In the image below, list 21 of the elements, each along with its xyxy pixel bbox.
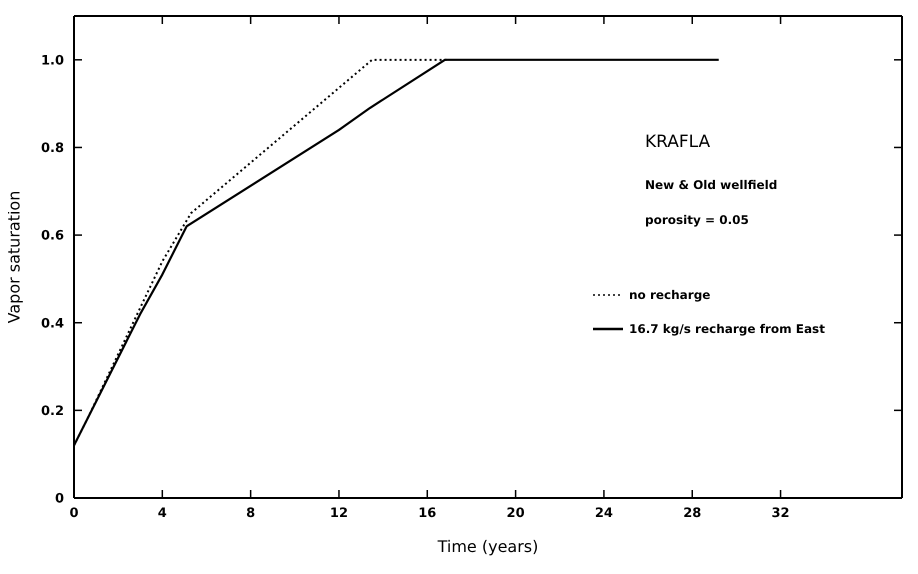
annotation: KRAFLA — [645, 132, 710, 152]
y-tick-label: 0.4 — [40, 316, 64, 332]
x-tick-label: 12 — [330, 506, 348, 522]
annotation: New & Old wellfield — [645, 178, 778, 192]
legend-label: no recharge — [629, 288, 710, 302]
y-tick-label: 0 — [54, 492, 64, 507]
y-tick-label: 0.8 — [40, 141, 64, 156]
y-tick-label: 0.2 — [40, 404, 64, 419]
x-tick-label: 8 — [246, 506, 256, 522]
legend-label: 16.7 kg/s recharge from East — [629, 322, 825, 336]
y-tick-label: 1.0 — [40, 53, 64, 68]
x-tick-label: 24 — [594, 506, 613, 522]
annotation: porosity = 0.05 — [645, 213, 749, 227]
x-tick-label: 28 — [683, 506, 702, 522]
x-tick-label: 4 — [158, 506, 167, 522]
x-tick-label: 0 — [69, 506, 79, 522]
x-axis-title: Time (years) — [436, 537, 538, 556]
x-tick-label: 20 — [506, 506, 525, 522]
x-tick-label: 32 — [772, 506, 790, 522]
x-tick-label: 16 — [418, 506, 436, 522]
y-tick-label: 0.6 — [40, 228, 64, 244]
